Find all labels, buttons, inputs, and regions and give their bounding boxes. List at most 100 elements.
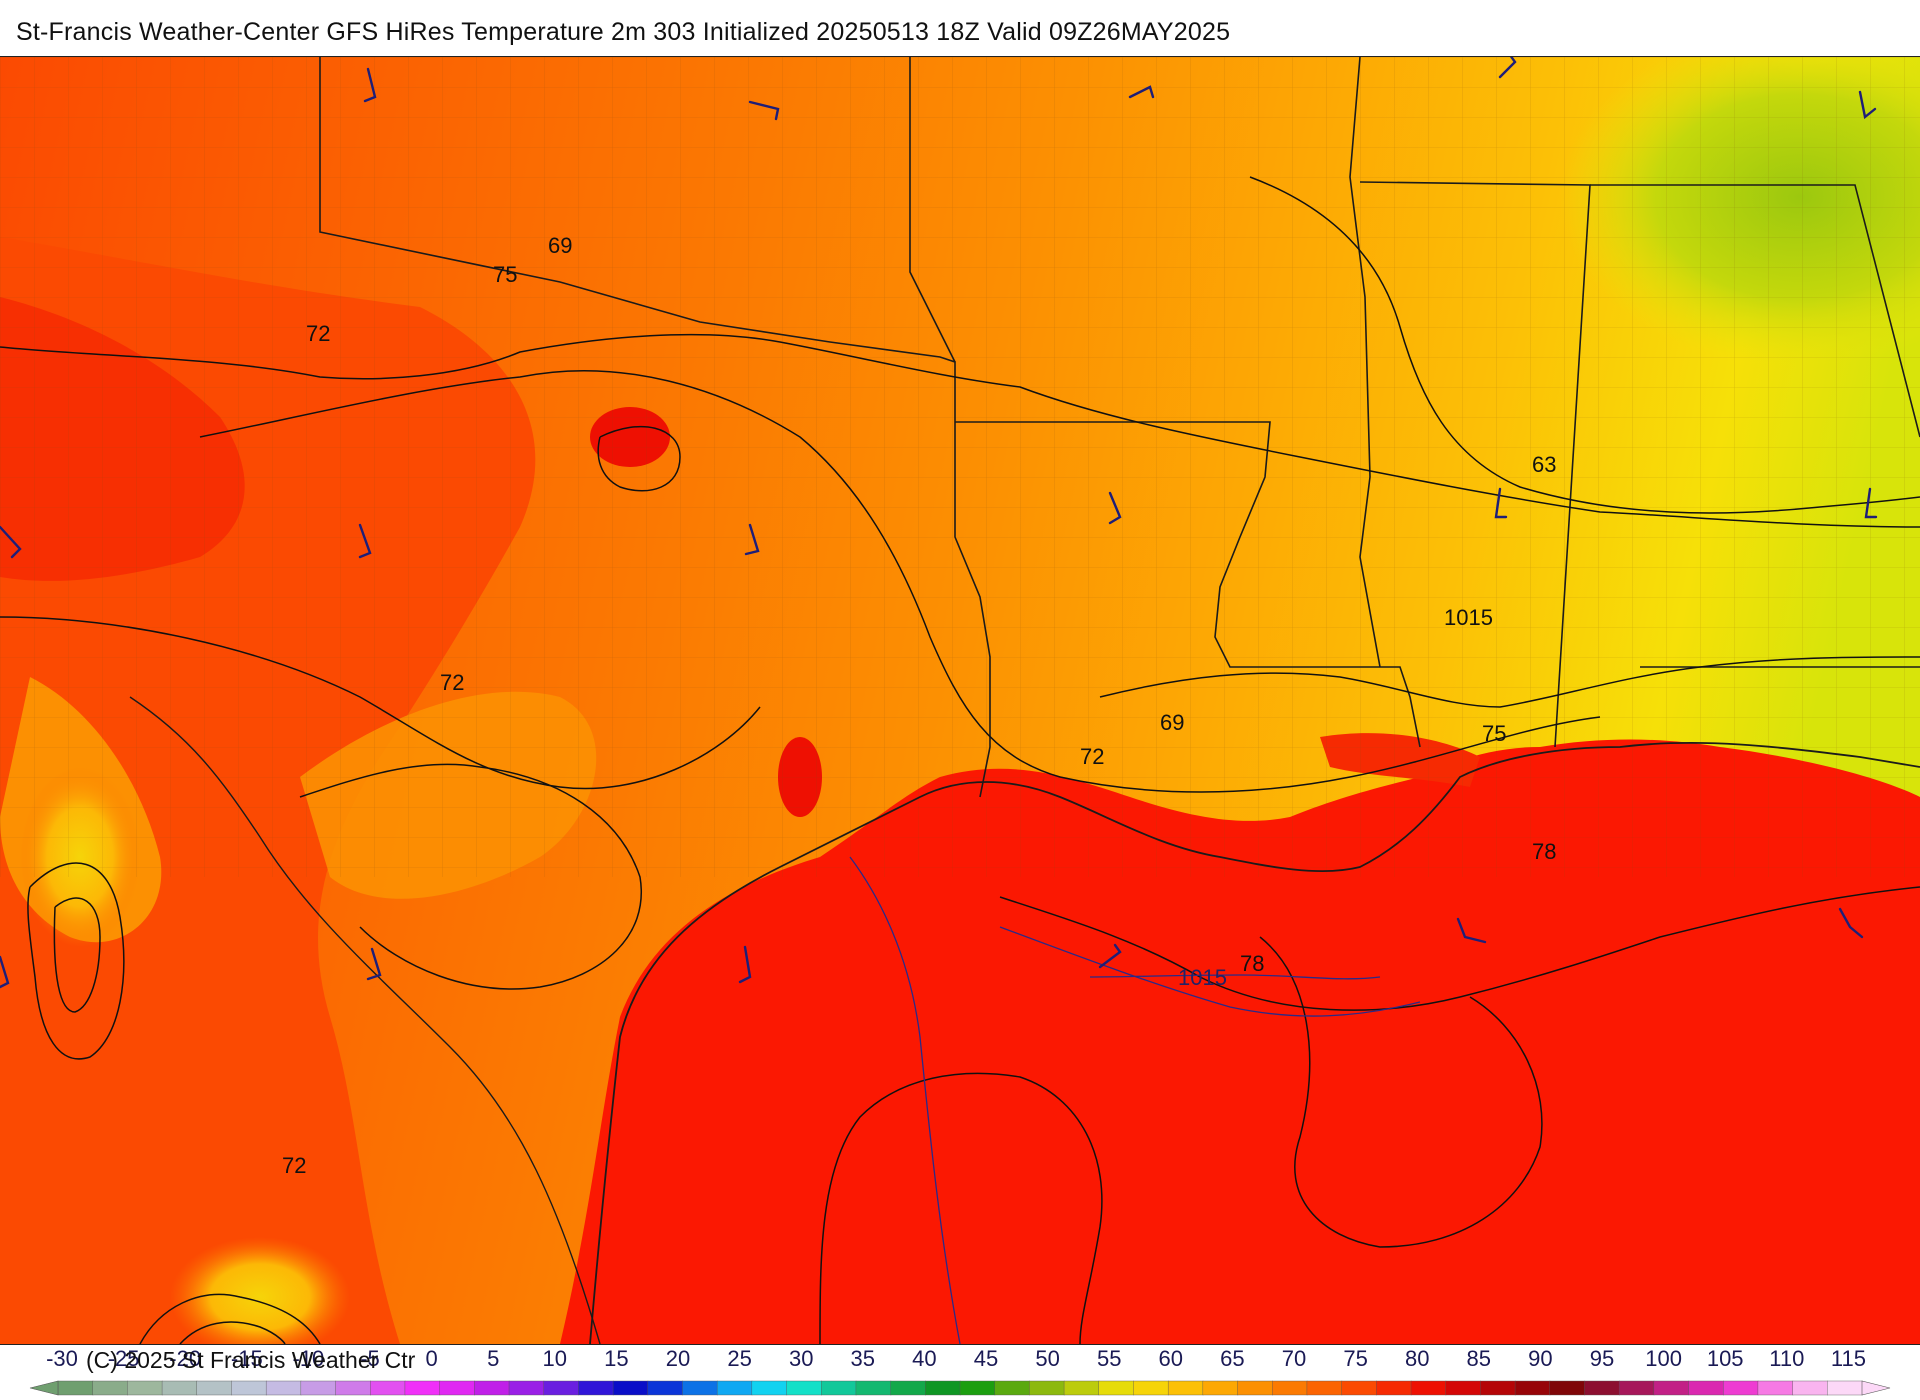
scale-tick-label: 10 <box>543 1346 567 1371</box>
scale-color-swatch <box>1376 1380 1412 1396</box>
scale-color-swatch <box>1549 1380 1586 1396</box>
contour-label: 75 <box>1482 721 1506 746</box>
scale-tick-label: -30 <box>46 1346 78 1371</box>
scale-color-swatch <box>612 1380 649 1396</box>
state-borders <box>319 57 1920 798</box>
scale-color-swatch <box>92 1380 128 1396</box>
county-borders <box>0 57 1920 877</box>
scale-color-swatch <box>543 1380 579 1396</box>
scale-tick-label: -5 <box>360 1346 380 1371</box>
scale-color-swatch <box>1514 1380 1551 1396</box>
scale-color-swatch <box>1618 1380 1655 1396</box>
scale-right-arrow <box>1861 1380 1891 1396</box>
contour-label: 72 <box>306 321 330 346</box>
scale-color-swatch <box>716 1380 753 1396</box>
scale-tick-label: 70 <box>1282 1346 1306 1371</box>
map-canvas: 69 75 72 72 72 63 69 72 75 78 78 1015 10… <box>0 57 1920 1344</box>
contour-label: 72 <box>440 670 464 695</box>
scale-color-swatch <box>994 1380 1030 1396</box>
scale-color-swatch <box>1133 1380 1169 1396</box>
scale-tick-label: 20 <box>666 1346 690 1371</box>
scale-color-swatch <box>57 1380 94 1396</box>
scale-color-swatch <box>890 1380 926 1396</box>
scale-color-swatch <box>1410 1380 1447 1396</box>
scale-color-swatch <box>1792 1380 1828 1396</box>
scale-color-swatch <box>404 1380 441 1396</box>
scale-tick-label: 60 <box>1159 1346 1183 1371</box>
scale-tick-label: 95 <box>1590 1346 1614 1371</box>
scale-color-swatch <box>1272 1380 1308 1396</box>
scale-color-swatch <box>1827 1380 1863 1396</box>
scale-color-swatch <box>1723 1380 1759 1396</box>
scale-color-swatch <box>1653 1380 1690 1396</box>
scale-color-swatch <box>1341 1380 1377 1396</box>
temperature-contour-labels: 69 75 72 72 72 63 69 72 75 78 78 1015 10… <box>282 233 1556 1178</box>
scale-color-swatch <box>1445 1380 1481 1396</box>
color-scale-bar: -30 -25 -20 -15 -10 -5 0 5 10 15 20 25 30 35 40 45 50 55 6… <box>0 1344 1920 1400</box>
scale-color-swatch <box>786 1380 822 1396</box>
contour-label: 63 <box>1532 452 1556 477</box>
scale-color-swatch <box>231 1380 267 1396</box>
scale-tick-label: 50 <box>1035 1346 1059 1371</box>
scale-color-swatch <box>196 1380 233 1396</box>
scale-color-swatch <box>1202 1380 1239 1396</box>
scale-tick-label: 35 <box>851 1346 875 1371</box>
scale-tick-label: 85 <box>1467 1346 1491 1371</box>
scale-tick-label: -25 <box>108 1346 140 1371</box>
scale-color-swatch <box>1237 1380 1273 1396</box>
scale-color-swatch <box>1029 1380 1065 1396</box>
scale-color-swatch <box>1098 1380 1135 1396</box>
scale-color-swatch <box>751 1380 788 1396</box>
scale-tick-label: 30 <box>789 1346 813 1371</box>
scale-tick-label: 75 <box>1343 1346 1367 1371</box>
contour-label: 72 <box>282 1153 306 1178</box>
scale-tick-label: 110 <box>1769 1346 1804 1371</box>
scale-color-swatch <box>959 1380 996 1396</box>
scale-tick-label: 115 <box>1831 1346 1866 1371</box>
scale-color-swatch <box>161 1380 198 1396</box>
scale-color-swatch <box>1167 1380 1204 1396</box>
scale-color-swatch <box>474 1380 510 1396</box>
color-scale-svg: -30 -25 -20 -15 -10 -5 0 5 10 15 20 25 30 35 40 45 50 55 6… <box>29 1346 1891 1396</box>
scale-color-swatch <box>925 1380 961 1396</box>
copyright-notice: (C) 2025 St Francis Weather Ctr <box>86 1347 416 1373</box>
scale-left-arrow <box>29 1380 59 1396</box>
scale-color-swatch <box>647 1380 684 1396</box>
scale-tick-label: -20 <box>169 1346 201 1371</box>
scale-tick-label: 80 <box>1405 1346 1429 1371</box>
gulf-coastline <box>589 741 1920 1344</box>
contour-label: 75 <box>493 262 517 287</box>
scale-color-swatch <box>1480 1380 1516 1396</box>
isobars <box>849 856 1421 1344</box>
chart-title: St-Francis Weather-Center GFS HiRes Temp… <box>16 18 1231 46</box>
scale-color-swatch <box>1063 1380 1100 1396</box>
scale-color-swatch <box>300 1380 337 1396</box>
contour-label: 69 <box>548 233 572 258</box>
scale-color-swatch <box>265 1380 302 1396</box>
mexico-cool-spot-south <box>170 1237 350 1344</box>
wind-barbs <box>0 57 1878 989</box>
scale-tick-label: 55 <box>1097 1346 1121 1371</box>
scale-color-swatch <box>1688 1380 1724 1396</box>
scale-color-swatch <box>370 1380 406 1396</box>
scale-color-swatch <box>682 1380 718 1396</box>
temperature-contours <box>0 176 1920 1344</box>
isobar-label: 1015 <box>1178 965 1227 990</box>
scale-tick-label: 65 <box>1220 1346 1244 1371</box>
contour-label: 72 <box>1080 744 1104 769</box>
scale-tick-label: 40 <box>912 1346 936 1371</box>
scale-color-swatch <box>335 1380 371 1396</box>
contour-label: 78 <box>1240 951 1264 976</box>
scale-color-swatch <box>439 1380 475 1396</box>
scale-color-swatch <box>1306 1380 1343 1396</box>
scale-color-swatch <box>821 1380 857 1396</box>
scale-color-swatch <box>127 1380 163 1396</box>
gulf-of-mexico <box>560 739 1920 1344</box>
scale-color-swatch <box>1584 1380 1620 1396</box>
scale-tick-label: 5 <box>487 1346 499 1371</box>
scale-tick-label: 90 <box>1528 1346 1552 1371</box>
scale-tick-label: 100 <box>1645 1346 1682 1371</box>
scale-tick-label: -10 <box>293 1346 325 1371</box>
temperature-map: 69 75 72 72 72 63 69 72 75 78 78 1015 10… <box>0 56 1920 1345</box>
scale-color-swatch <box>508 1380 545 1396</box>
